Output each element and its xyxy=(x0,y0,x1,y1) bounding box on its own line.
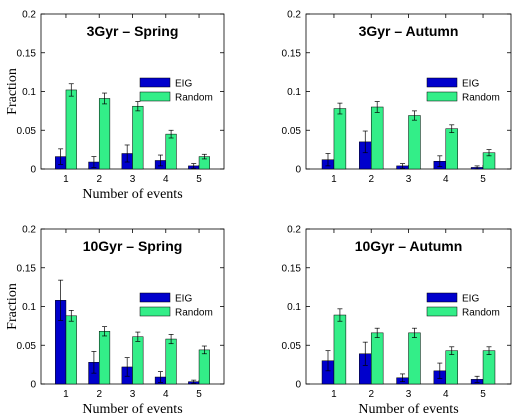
y-tick-label: 0.1 xyxy=(287,302,301,313)
y-tick-label: 0.15 xyxy=(17,48,37,59)
bar-random-3 xyxy=(408,115,421,170)
bar-random-3 xyxy=(132,336,144,385)
legend-swatch-eig xyxy=(426,292,458,303)
bar-random-4 xyxy=(445,350,458,385)
x-axis-label: Number of events xyxy=(358,402,458,414)
y-axis-label: Fraction xyxy=(5,283,20,330)
x-tick-label: 5 xyxy=(196,174,202,185)
legend-label-random: Random xyxy=(462,308,500,319)
y-tick-label: 0.15 xyxy=(282,263,302,274)
x-tick-label: 1 xyxy=(63,389,69,400)
x-tick-label: 5 xyxy=(480,389,486,400)
legend-swatch-eig xyxy=(139,77,171,88)
y-tick-label: 0.15 xyxy=(17,263,37,274)
x-tick-label: 2 xyxy=(368,174,374,185)
bar-random-1 xyxy=(333,314,347,385)
chart-panel-4: 0 0.05 0.1 0.15 0.2 1 2 3 4 5 10Gyr – Autumn EIG Ran… xyxy=(282,225,512,414)
bar-random-3 xyxy=(408,332,421,385)
y-tick-label: 0.2 xyxy=(287,225,301,236)
legend-swatch-random xyxy=(139,91,171,102)
x-tick-label: 5 xyxy=(480,174,486,185)
legend-swatch-random xyxy=(139,306,171,317)
legend-swatch-random xyxy=(426,91,458,102)
bar-random-4 xyxy=(445,128,458,170)
x-axis-label: Number of events xyxy=(82,402,182,414)
y-tick-label: 0.05 xyxy=(17,126,37,137)
y-tick-label: 0.2 xyxy=(22,10,36,21)
legend-label-eig: EIG xyxy=(462,294,479,305)
x-tick-label: 4 xyxy=(443,389,449,400)
chart-panel-1: 0 0.05 0.1 0.15 0.2 1 2 3 4 5 3Gyr – Spring EIG Rand… xyxy=(5,10,225,202)
x-tick-label: 1 xyxy=(331,174,337,185)
bar-random-2 xyxy=(98,98,111,170)
chart-panel-2: 0 0.05 0.1 0.15 0.2 1 2 3 4 5 3Gyr – Autumn EIG Rand… xyxy=(282,10,512,185)
y-tick-label: 0.1 xyxy=(22,302,36,313)
y-tick-label: 0 xyxy=(295,380,301,391)
bar-random-5 xyxy=(482,350,496,385)
x-tick-label: 2 xyxy=(368,389,374,400)
legend-label-random: Random xyxy=(462,93,500,104)
x-tick-label: 1 xyxy=(63,174,69,185)
bar-random-2 xyxy=(370,106,384,170)
y-tick-label: 0 xyxy=(295,165,301,176)
chart-title: 10Gyr – Autumn xyxy=(355,238,463,254)
x-axis-label: Number of events xyxy=(82,187,182,202)
legend-swatch-random xyxy=(426,306,458,317)
x-tick-label: 4 xyxy=(163,174,169,185)
y-tick-label: 0.15 xyxy=(282,48,302,59)
x-tick-label: 4 xyxy=(443,174,449,185)
y-tick-label: 0.1 xyxy=(287,87,301,98)
y-tick-label: 0 xyxy=(30,380,36,391)
x-tick-label: 5 xyxy=(196,389,202,400)
x-tick-label: 3 xyxy=(130,389,136,400)
x-tick-label: 3 xyxy=(130,174,136,185)
bar-random-4 xyxy=(165,133,177,170)
y-tick-label: 0.05 xyxy=(282,341,302,352)
x-tick-label: 2 xyxy=(96,174,102,185)
bar-random-2 xyxy=(98,331,111,385)
bar-random-5 xyxy=(198,349,210,385)
bar-random-3 xyxy=(132,105,144,170)
chart-title: 10Gyr – Spring xyxy=(83,238,183,254)
y-tick-label: 0.1 xyxy=(22,87,36,98)
legend-label-eig: EIG xyxy=(175,79,192,90)
x-tick-label: 3 xyxy=(406,174,412,185)
y-tick-label: 0.05 xyxy=(282,126,302,137)
chart-title: 3Gyr – Autumn xyxy=(359,23,459,39)
chart-title: 3Gyr – Spring xyxy=(87,23,179,39)
y-tick-label: 0.2 xyxy=(287,10,301,21)
x-tick-label: 3 xyxy=(406,389,412,400)
bar-random-1 xyxy=(333,108,347,170)
y-tick-label: 0.05 xyxy=(17,341,37,352)
legend-label-random: Random xyxy=(175,93,213,104)
x-tick-label: 1 xyxy=(331,389,337,400)
legend-label-random: Random xyxy=(175,308,213,319)
legend-label-eig: EIG xyxy=(175,294,192,305)
bar-random-2 xyxy=(370,332,384,385)
y-tick-label: 0.2 xyxy=(22,225,36,236)
bar-random-4 xyxy=(165,338,177,385)
x-tick-label: 4 xyxy=(163,389,169,400)
bar-random-1 xyxy=(65,89,77,170)
legend-swatch-eig xyxy=(139,292,171,303)
chart-panel-3: 0 0.05 0.1 0.15 0.2 1 2 3 4 5 10Gyr – Spring EIG Ran… xyxy=(5,225,225,414)
legend-swatch-eig xyxy=(426,77,458,88)
bar-random-1 xyxy=(65,315,77,385)
y-axis-label: Fraction xyxy=(5,68,20,115)
x-tick-label: 2 xyxy=(96,389,102,400)
y-tick-label: 0 xyxy=(30,165,36,176)
legend-label-eig: EIG xyxy=(462,79,479,90)
